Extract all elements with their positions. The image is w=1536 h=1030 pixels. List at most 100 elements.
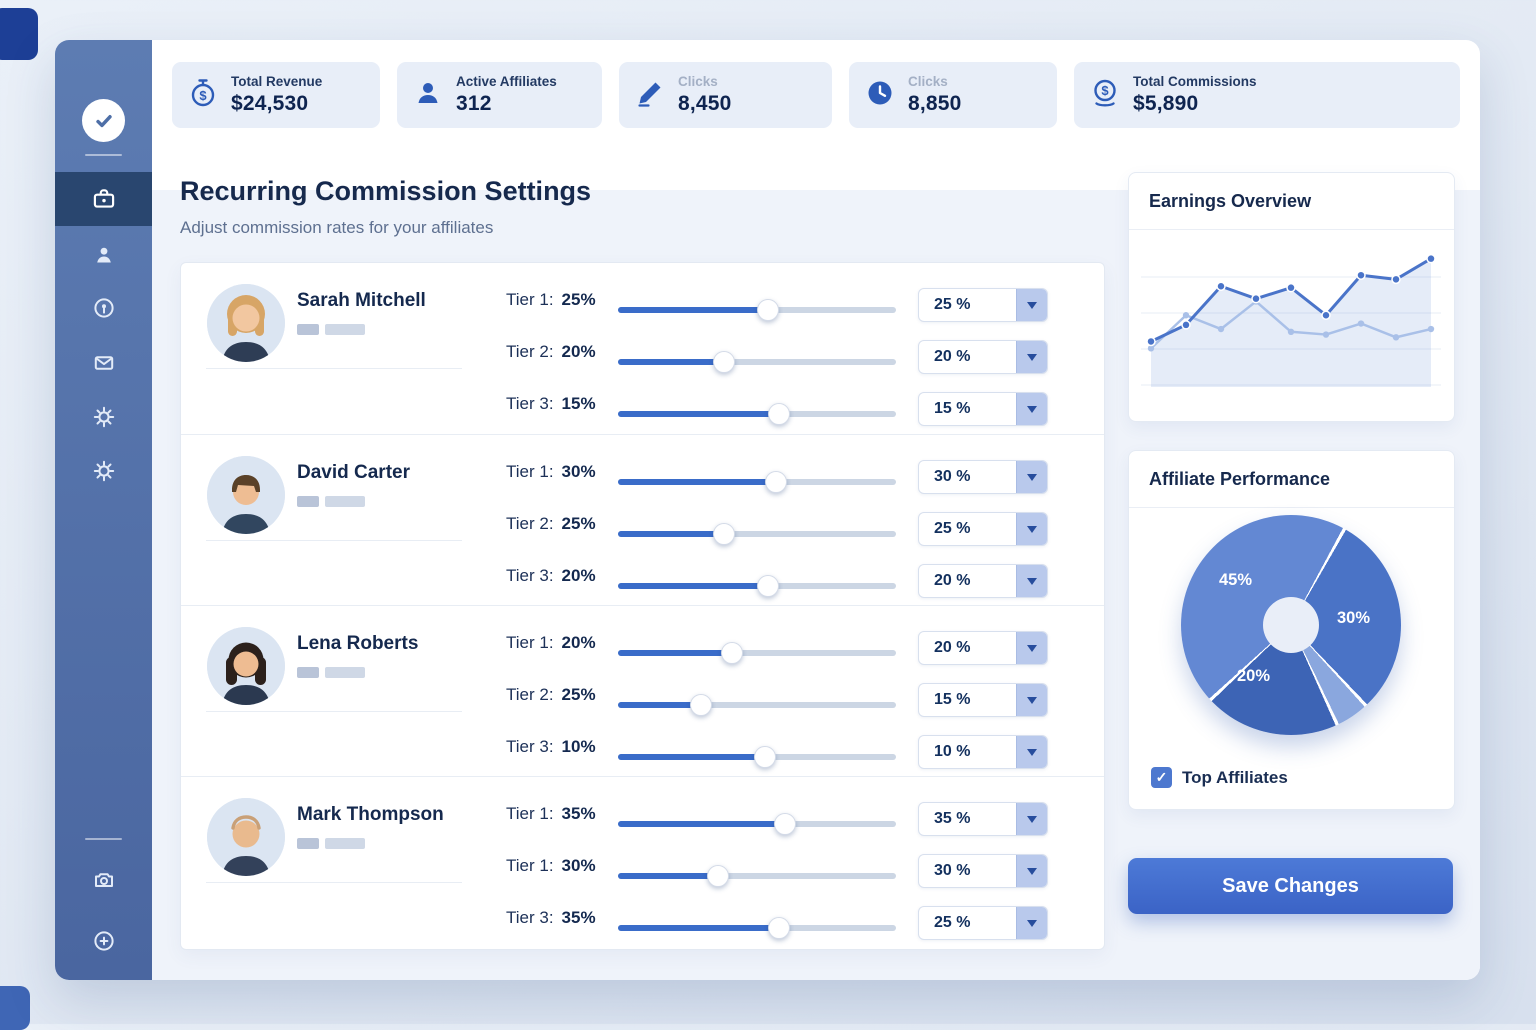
coin-dollar-icon: $ [1088,76,1122,115]
chevron-down-icon[interactable] [1016,855,1047,887]
chevron-down-icon[interactable] [1016,632,1047,664]
tier-name: Tier 3: [506,394,554,413]
avatar [207,627,285,705]
slider-knob[interactable] [712,351,735,373]
check-circle-icon[interactable] [82,99,125,142]
top-affiliates-checkbox-row[interactable]: ✓ Top Affiliates [1151,767,1288,788]
decorative-chip [297,838,319,849]
slider-knob[interactable] [712,523,735,545]
slider-knob[interactable] [765,471,788,493]
divider [206,540,462,541]
tier-slider[interactable] [618,575,896,597]
sidebar-item-media[interactable] [55,858,152,902]
tier-slider[interactable] [618,694,896,716]
tier-label: Tier 3: 15% [506,394,596,414]
svg-text:$: $ [199,87,207,102]
sidebar-item-settings-1[interactable] [55,395,152,439]
chevron-down-icon[interactable] [1016,907,1047,939]
tier-percent-select[interactable]: 30 % [918,854,1048,888]
checkbox-label: Top Affiliates [1182,767,1288,787]
slider-knob[interactable] [720,642,743,664]
slider-track[interactable] [618,702,896,708]
stats-row: $ Total Revenue $24,530 Active Affiliates… [172,62,1460,128]
tier-slider[interactable] [618,746,896,768]
affiliate-row: Sarah Mitchell Tier 1: 25% 25 % Tier 2: 20… [181,263,1104,434]
slider-track[interactable] [618,650,896,656]
tier-value: 10% [561,737,596,756]
tier-name: Tier 2: [506,685,554,704]
tier-percent-select[interactable]: 15 % [918,683,1048,717]
tier-name: Tier 3: [506,566,554,585]
divider [206,711,462,712]
slider-knob[interactable] [757,299,780,321]
tier-label: Tier 3: 20% [506,566,596,586]
tier-percent-select[interactable]: 20 % [918,564,1048,598]
chevron-down-icon[interactable] [1016,736,1047,768]
sidebar-item-users[interactable] [55,233,152,277]
tier-percent-select[interactable]: 25 % [918,288,1048,322]
save-changes-button[interactable]: Save Changes [1128,858,1453,914]
tier-percent-select[interactable]: 20 % [918,631,1048,665]
sidebar-item-explore[interactable] [55,286,152,330]
slider-knob[interactable] [707,865,730,887]
select-value: 20 % [934,572,971,589]
chevron-down-icon[interactable] [1016,393,1047,425]
tier-label: Tier 1: 25% [506,290,596,310]
chevron-down-icon[interactable] [1016,565,1047,597]
slider-knob[interactable] [768,917,791,939]
tier-percent-select[interactable]: 15 % [918,392,1048,426]
tier-percent-select[interactable]: 25 % [918,906,1048,940]
tier-value: 25% [561,514,596,533]
chevron-down-icon[interactable] [1016,513,1047,545]
tier-slider[interactable] [618,865,896,887]
chevron-down-icon[interactable] [1016,461,1047,493]
tier-name: Tier 1: [506,462,554,481]
slider-fill [618,821,785,827]
checkbox-checked-icon[interactable]: ✓ [1151,767,1172,788]
decorative-chip [325,838,365,849]
slider-track[interactable] [618,359,896,365]
background-shape-top-left [0,8,38,60]
tier-value: 30% [561,856,596,875]
gear-icon [93,406,114,428]
tier-percent-select[interactable]: 30 % [918,460,1048,494]
sidebar-item-messages[interactable] [55,341,152,385]
sidebar-item-settings-2[interactable] [55,449,152,493]
slider-knob[interactable] [773,813,796,835]
tier-slider[interactable] [618,642,896,664]
slider-knob[interactable] [757,575,780,597]
stat-value: 8,450 [678,92,732,115]
tier-label: Tier 2: 25% [506,685,596,705]
slider-knob[interactable] [754,746,777,768]
tier-slider[interactable] [618,299,896,321]
tier-slider[interactable] [618,471,896,493]
tier-slider[interactable] [618,917,896,939]
slider-track[interactable] [618,873,896,879]
tier-slider[interactable] [618,351,896,373]
slider-track[interactable] [618,531,896,537]
chevron-down-icon[interactable] [1016,803,1047,835]
slider-knob[interactable] [768,403,791,425]
tier-value: 35% [561,908,596,927]
tier-slider[interactable] [618,403,896,425]
sidebar-item-commissions-active[interactable] [55,172,152,226]
chevron-down-icon[interactable] [1016,341,1047,373]
pencil-icon [633,76,667,115]
chevron-down-icon[interactable] [1016,684,1047,716]
affiliate-name: Sarah Mitchell [297,290,426,311]
tier-percent-select[interactable]: 25 % [918,512,1048,546]
tier-slider[interactable] [618,523,896,545]
sidebar-divider [85,154,122,156]
avatar [207,456,285,534]
tier-percent-select[interactable]: 20 % [918,340,1048,374]
select-value: 20 % [934,348,971,365]
tier-label: Tier 1: 35% [506,804,596,824]
slider-knob[interactable] [690,694,713,716]
tier-percent-select[interactable]: 10 % [918,735,1048,769]
sidebar-item-add[interactable] [55,919,152,963]
tier-slider[interactable] [618,813,896,835]
slider-fill [618,359,724,365]
tier-name: Tier 1: [506,804,554,823]
tier-percent-select[interactable]: 35 % [918,802,1048,836]
chevron-down-icon[interactable] [1016,289,1047,321]
